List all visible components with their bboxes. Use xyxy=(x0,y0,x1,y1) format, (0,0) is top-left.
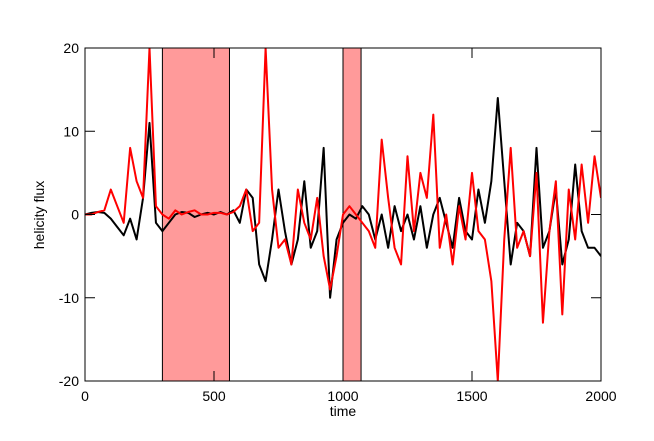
x-tick-label: 1500 xyxy=(456,388,487,404)
x-tick-label: 1000 xyxy=(327,388,358,404)
x-tick-label: 500 xyxy=(202,388,226,404)
series-line xyxy=(85,48,601,381)
y-tick-label: -20 xyxy=(59,373,79,389)
y-tick-label: 10 xyxy=(63,123,79,139)
x-tick-label: 0 xyxy=(81,388,89,404)
y-tick-label: 0 xyxy=(71,207,79,223)
shaded-region xyxy=(161,47,230,382)
y-tick-label: 20 xyxy=(63,40,79,56)
series-line xyxy=(85,96,601,299)
x-tick-label: 2000 xyxy=(585,388,616,404)
y-tick-label: -10 xyxy=(59,290,79,306)
x-axis-label: time xyxy=(330,403,357,419)
y-axis-label: helicity flux xyxy=(31,181,47,249)
